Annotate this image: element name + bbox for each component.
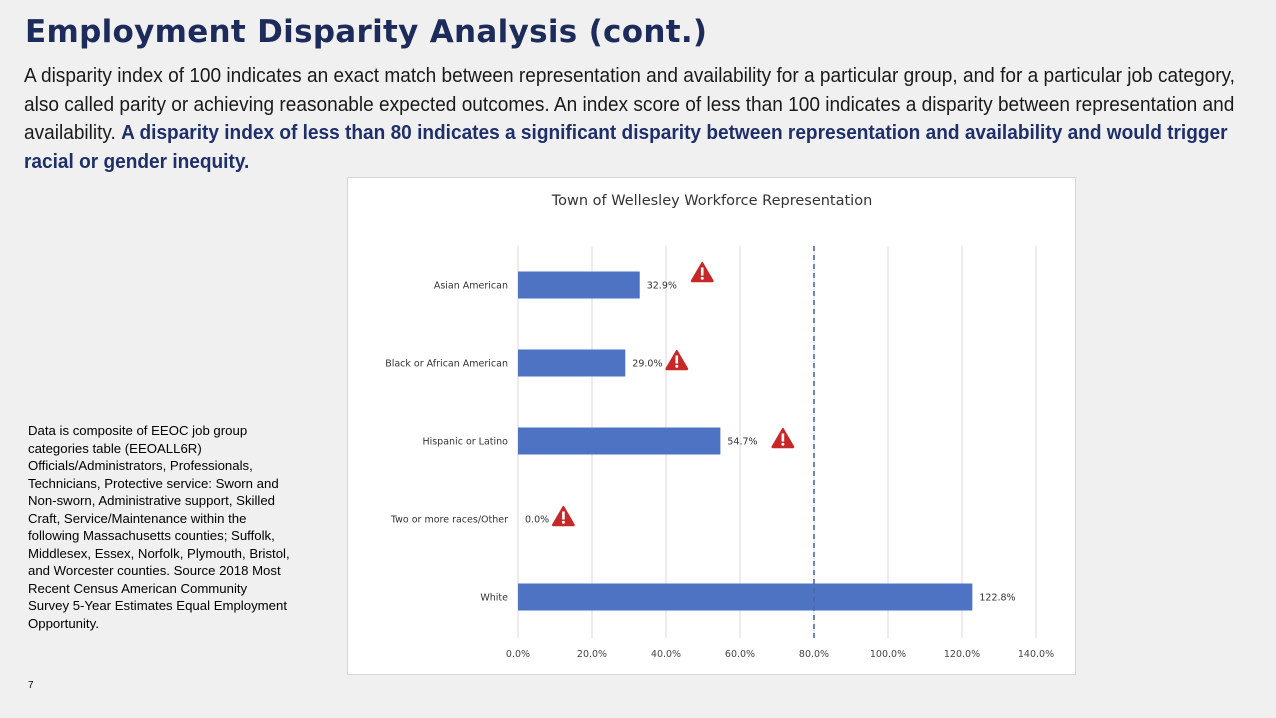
value-label: 54.7%: [727, 437, 757, 448]
warning-exclamation-dot: [781, 442, 785, 446]
bar: [518, 349, 626, 377]
warning-exclamation-stem: [781, 433, 785, 442]
bar: [518, 271, 640, 299]
slide-title: Employment Disparity Analysis (cont.): [25, 14, 708, 50]
warning-exclamation-stem: [675, 355, 679, 364]
data-source-note: Data is composite of EEOC job group cate…: [28, 423, 290, 631]
bar: [518, 427, 721, 455]
warning-icon: [665, 349, 689, 371]
x-tick-label: 120.0%: [944, 649, 980, 660]
warning-icon: [771, 427, 795, 449]
value-label: 0.0%: [525, 515, 549, 526]
warning-icon: [551, 505, 575, 527]
workforce-bar-chart: Town of Wellesley Workforce Representati…: [385, 193, 1054, 660]
x-tick-label: 20.0%: [577, 649, 607, 660]
category-label: Asian American: [434, 281, 508, 292]
intro-plain-text: A disparity index of 100 indicates an ex…: [24, 64, 1235, 144]
intro-emphasis-text: A disparity index of less than 80 indica…: [24, 121, 1228, 173]
warning-exclamation-stem: [562, 511, 565, 520]
warning-exclamation-dot: [561, 520, 565, 524]
x-tick-label: 140.0%: [1018, 649, 1054, 660]
chart-title: Town of Wellesley Workforce Representati…: [551, 193, 873, 209]
intro-paragraph: A disparity index of 100 indicates an ex…: [24, 62, 1256, 176]
page-number: 7: [28, 680, 34, 691]
category-label: Black or African American: [385, 359, 508, 370]
x-tick-label: 80.0%: [799, 649, 829, 660]
x-tick-label: 0.0%: [506, 649, 530, 660]
x-tick-label: 60.0%: [725, 649, 755, 660]
x-tick-label: 100.0%: [870, 649, 906, 660]
value-label: 29.0%: [632, 359, 662, 370]
category-label: Two or more races/Other: [390, 515, 508, 526]
bar: [518, 583, 973, 611]
warning-exclamation-dot: [700, 276, 704, 280]
x-tick-label: 40.0%: [651, 649, 681, 660]
value-label: 32.9%: [647, 281, 677, 292]
labels: 0.0% 20.0% 40.0% 60.0% 80.0% 100.0% 120.0% 140.…: [385, 261, 1054, 660]
bars: [518, 246, 973, 638]
chart-container: Town of Wellesley Workforce Representati…: [347, 177, 1076, 675]
value-label: 122.8%: [979, 593, 1015, 604]
warning-icon: [690, 261, 714, 283]
warning-exclamation-dot: [675, 364, 679, 368]
warning-exclamation-stem: [700, 267, 704, 276]
category-label: White: [480, 593, 508, 604]
category-label: Hispanic or Latino: [422, 437, 508, 448]
